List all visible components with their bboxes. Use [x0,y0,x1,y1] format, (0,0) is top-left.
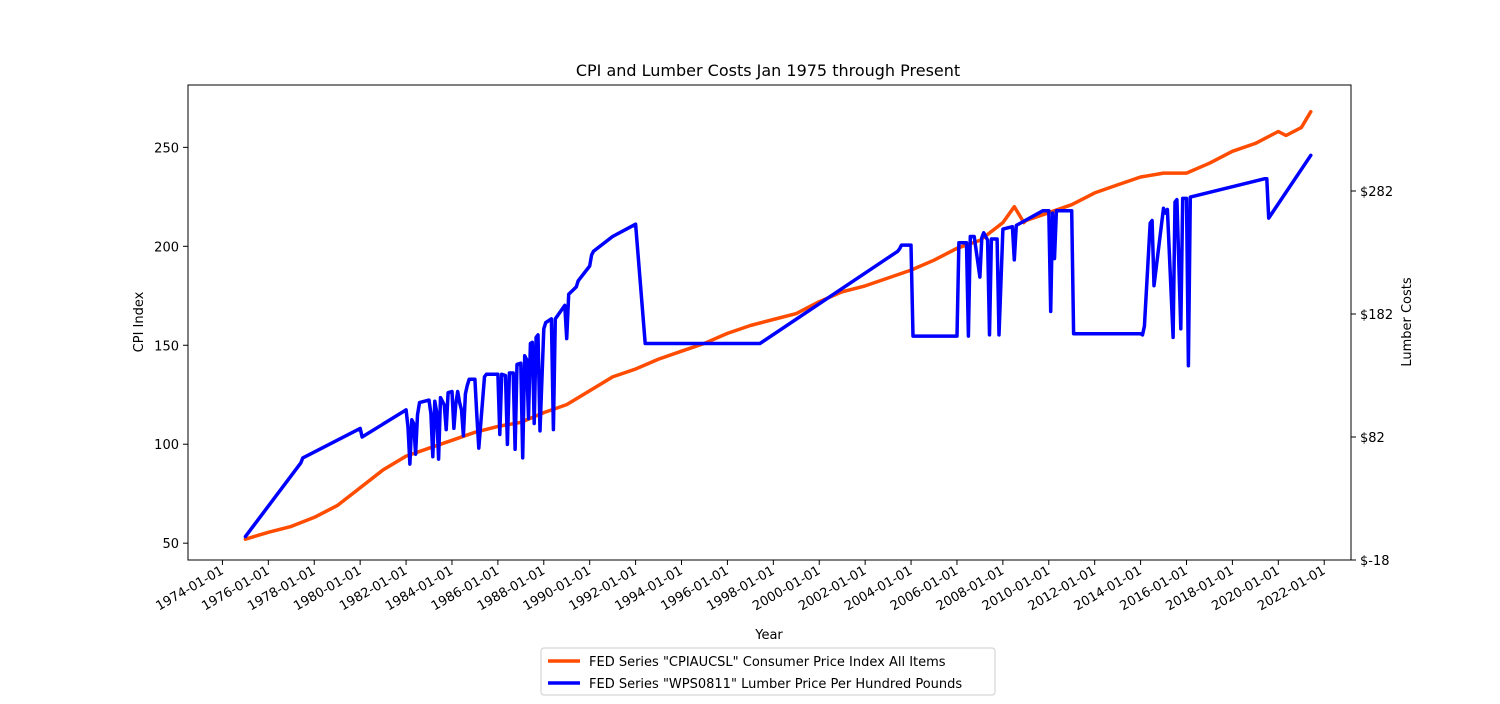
x-axis: 1974-01-011976-01-011978-01-011980-01-01… [153,560,1328,614]
y-right-tick-label: $-18 [1360,554,1390,569]
legend: FED Series "CPIAUCSL" Consumer Price Ind… [540,647,996,696]
legend-entry-cpi: FED Series "CPIAUCSL" Consumer Price Ind… [589,655,946,670]
legend-box [540,647,996,696]
y-axis-left: 50 100 150 200 250 [154,141,188,552]
y-left-tick-label: 250 [154,141,179,156]
chart-title: CPI and Lumber Costs Jan 1975 through Pr… [576,61,960,80]
y-axis-left-label: CPI Index [132,291,147,352]
cpi-series-line [243,109,1313,541]
y-right-tick-label: $282 [1360,185,1393,200]
y-left-tick-label: 100 [154,438,179,453]
legend-entry-lumber: FED Series "WPS0811" Lumber Price Per Hu… [589,677,962,692]
y-left-tick-label: 50 [162,537,179,552]
plot-frame [187,84,1352,561]
y-right-tick-label: $82 [1360,431,1385,446]
y-axis-right: $-18 $82 $182 $282 [1351,185,1393,569]
x-axis-label: Year [754,628,783,643]
y-axis-right-label: Lumber Costs [1400,277,1415,367]
lumber-series-line [243,153,1313,539]
plot-series [243,109,1313,541]
y-right-tick-label: $182 [1360,308,1393,323]
y-left-tick-label: 150 [154,339,179,354]
y-left-tick-label: 200 [154,240,179,255]
